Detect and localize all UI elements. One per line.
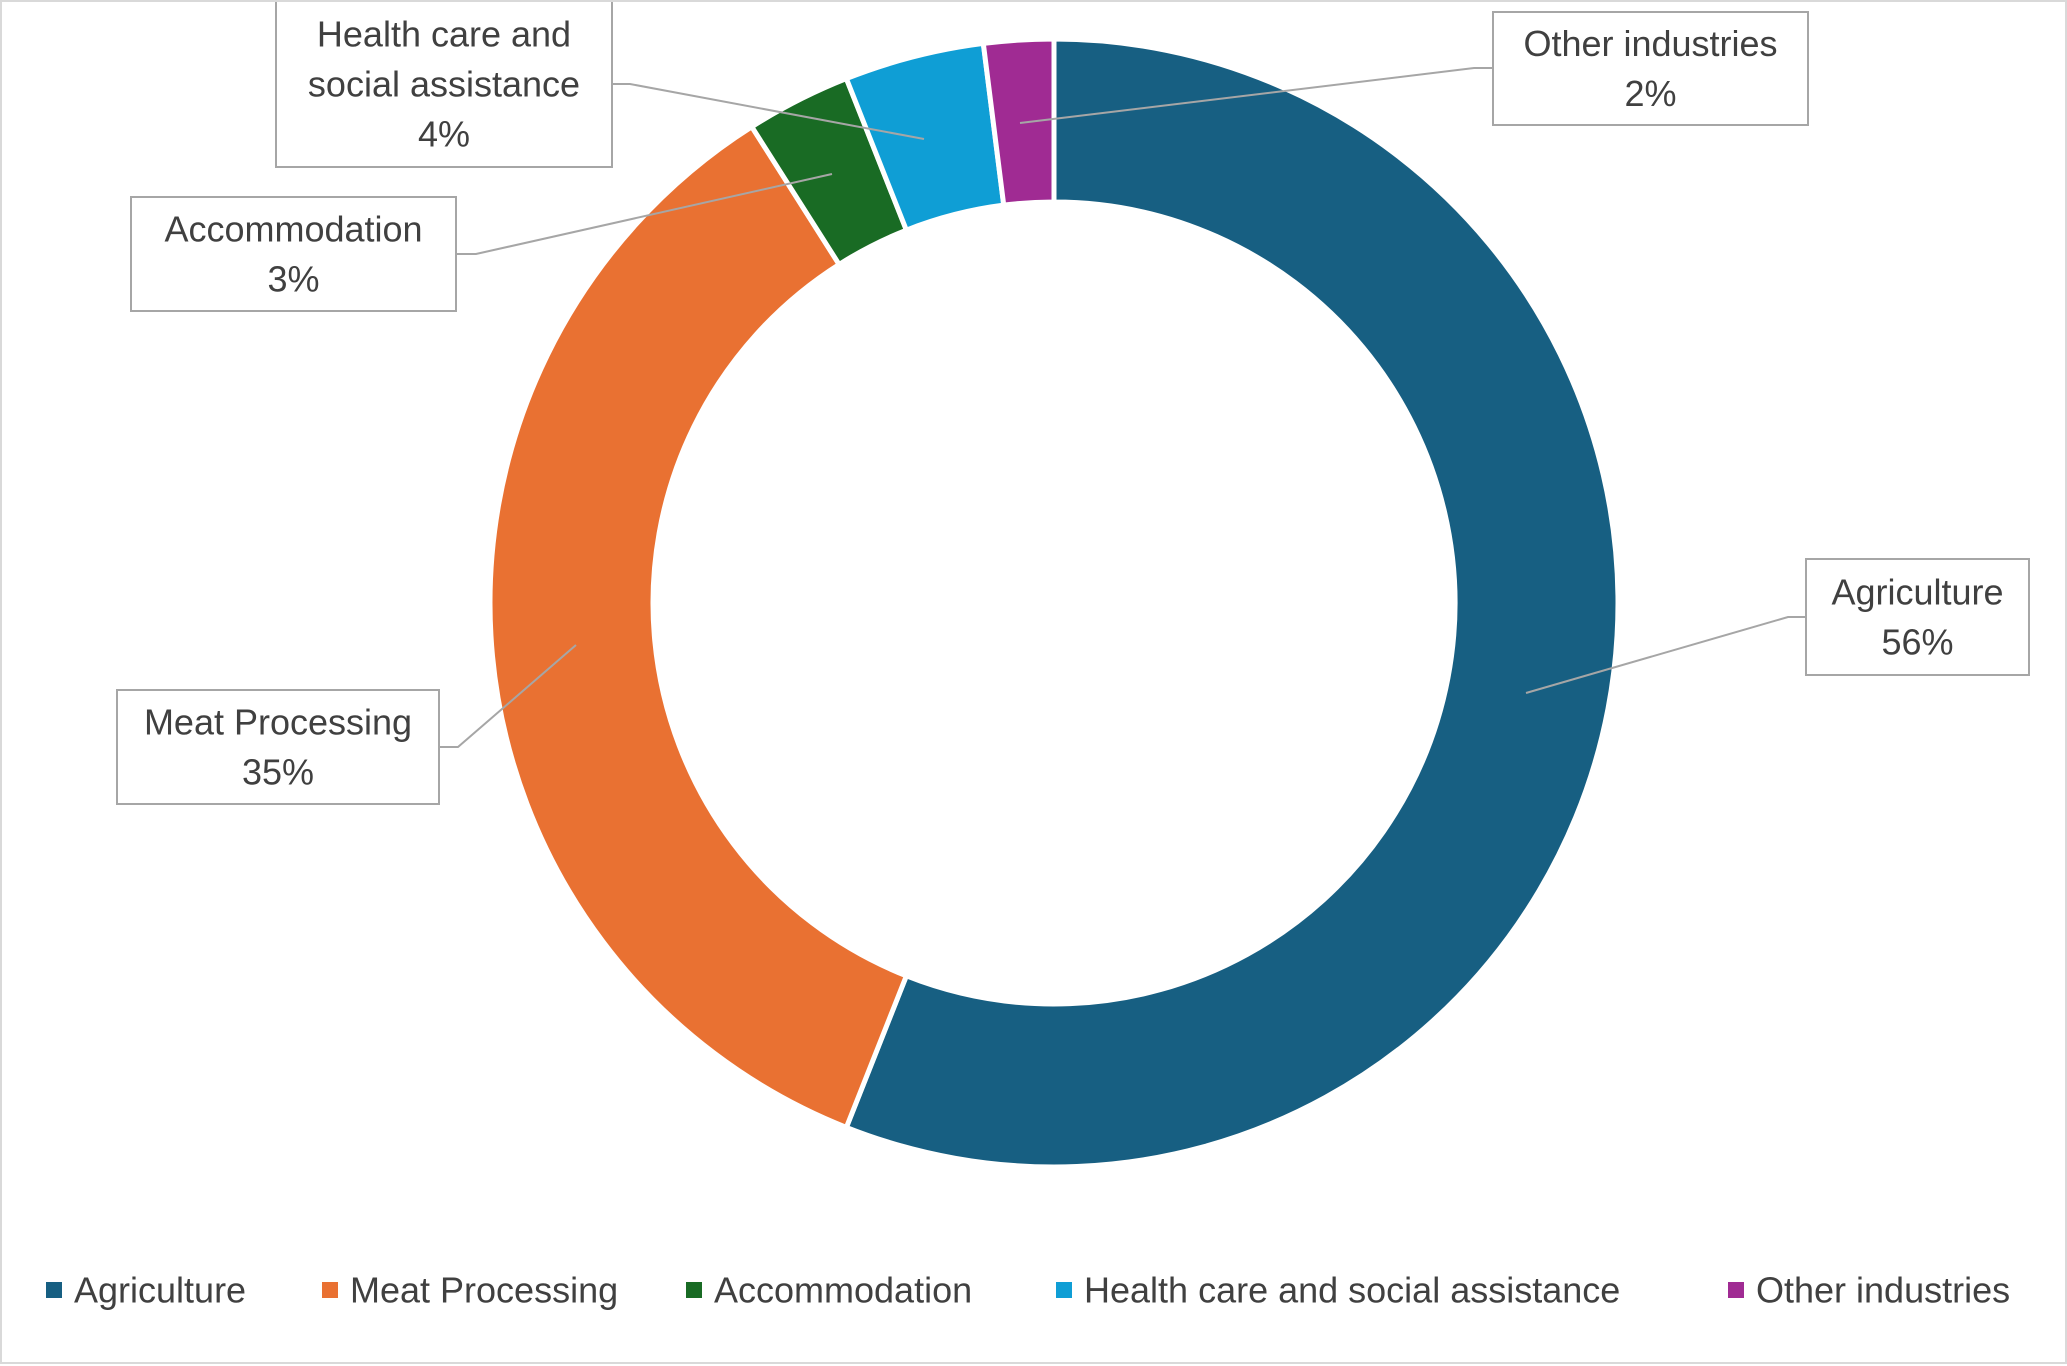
leader-lines-layer <box>439 67 1806 748</box>
data-label-meat-processing-line-1: 35% <box>242 752 314 793</box>
data-label-box-accommodation <box>130 196 457 312</box>
legend-swatch-agriculture <box>46 1282 62 1298</box>
data-label-other-industries-line-0: Other industries <box>1523 23 1777 64</box>
data-label-box-agriculture <box>1805 558 2030 676</box>
legend-label-health-care-and-social-assistance: Health care and social assistance <box>1084 1270 1620 1311</box>
data-label-box-other-industries <box>1492 11 1809 126</box>
legend: Agriculture Meat Processing Accommodation H… <box>46 1270 2010 1311</box>
data-labels-layer: Agriculture 56% Meat Processing 35% Accommod… <box>116 2 2030 805</box>
data-label-box-health-care-and-social-assistance <box>275 2 613 168</box>
leader-line-accommodation <box>456 173 833 255</box>
legend-label-agriculture: Agriculture <box>74 1270 246 1311</box>
leader-line-health-care-and-social-assistance <box>612 83 925 140</box>
data-label-meat-processing-line-0: Meat Processing <box>144 702 412 743</box>
data-label-health-care-and-social-assistance-line-0: Health care and <box>317 14 571 55</box>
leader-line-meat-processing <box>439 644 577 748</box>
leader-line-agriculture <box>1525 616 1806 694</box>
legend-swatch-health-care-and-social-assistance <box>1056 1282 1072 1298</box>
legend-label-accommodation: Accommodation <box>714 1270 972 1311</box>
data-label-agriculture-line-1: 56% <box>1881 622 1953 663</box>
data-label-accommodation-line-1: 3% <box>267 259 319 300</box>
slice-agriculture <box>843 36 1621 1170</box>
data-label-accommodation-line-0: Accommodation <box>164 209 422 250</box>
legend-label-other-industries: Other industries <box>1756 1270 2010 1311</box>
data-label-other-industries-line-1: 2% <box>1624 73 1676 114</box>
slice-meat-processing <box>487 123 910 1131</box>
data-label-health-care-and-social-assistance-line-2: 4% <box>418 114 470 155</box>
data-label-box-meat-processing <box>116 689 440 805</box>
legend-swatch-accommodation <box>686 1282 702 1298</box>
data-label-agriculture-line-0: Agriculture <box>1831 572 2003 613</box>
legend-swatch-other-industries <box>1728 1282 1744 1298</box>
data-label-health-care-and-social-assistance-line-1: social assistance <box>308 64 580 105</box>
slices-layer <box>487 36 1621 1170</box>
leader-line-other-industries <box>1019 67 1493 124</box>
legend-swatch-meat-processing <box>322 1282 338 1298</box>
legend-label-meat-processing: Meat Processing <box>350 1270 618 1311</box>
slice-other-industries <box>980 36 1057 208</box>
